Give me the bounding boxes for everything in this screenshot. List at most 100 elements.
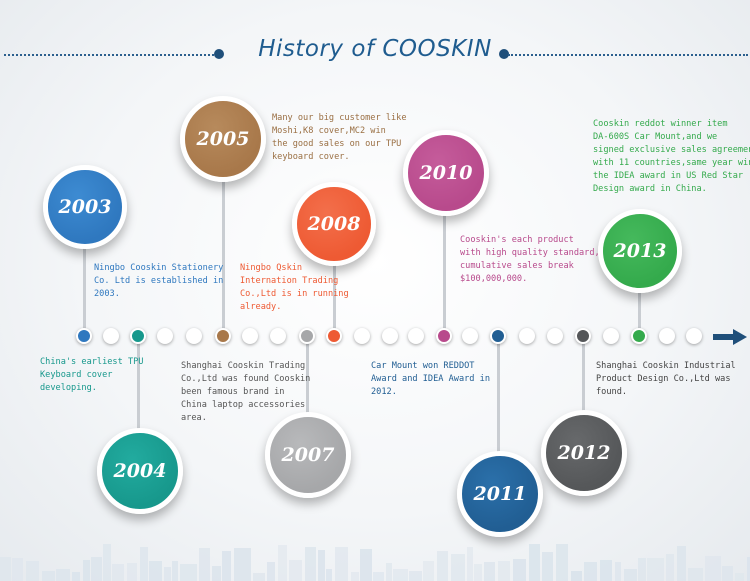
skyline-building — [747, 557, 750, 581]
timeline-dot — [519, 328, 535, 344]
stem-2013 — [638, 275, 641, 336]
skyline-building — [529, 544, 540, 581]
year-circle-2005: 2005 — [180, 96, 266, 182]
skyline-building — [688, 568, 703, 581]
year-label-2013: 2013 — [613, 240, 667, 262]
skyline-building — [484, 562, 495, 581]
milestone-text-2011: Car Mount won REDDOT Award and IDEA Awar… — [371, 361, 490, 397]
skyline-building — [180, 564, 197, 581]
timeline-dot — [103, 328, 119, 344]
timeline-dot — [157, 328, 173, 344]
skyline-building — [360, 549, 372, 581]
skyline-building — [0, 557, 11, 581]
year-circle-2003: 2003 — [43, 165, 127, 249]
skyline-building — [666, 554, 674, 581]
skyline-building — [222, 551, 231, 581]
skyline-building — [705, 556, 721, 581]
skyline-building — [212, 566, 221, 581]
skyline-building — [722, 566, 733, 581]
timeline-dot-milestone — [326, 328, 342, 344]
skyline-building — [234, 548, 251, 581]
milestone-text-2008: Ningbo Qskin Internation Trading Co.,Ltd… — [240, 263, 349, 312]
milestone-text-2013: Cooskin reddot winner item DA-600S Car M… — [593, 119, 750, 194]
skyline-building — [149, 561, 162, 581]
skyline-building — [451, 554, 465, 581]
year-label-2007: 2007 — [281, 444, 335, 466]
skyline-building — [624, 569, 637, 581]
title-rule-left — [4, 54, 218, 56]
skyline-building — [305, 547, 316, 581]
milestone-text-2005: Many our big customer like Moshi,K8 cove… — [272, 113, 407, 162]
skyline-building — [600, 560, 612, 581]
skyline-building — [164, 567, 171, 581]
skyline-building — [351, 572, 359, 581]
skyline-building — [26, 561, 39, 581]
skyline-building — [647, 558, 664, 581]
skyline-building — [638, 558, 646, 581]
arrow-right-icon — [713, 329, 747, 345]
timeline-dot — [659, 328, 675, 344]
skyline-building — [386, 563, 392, 581]
year-circle-2013: 2013 — [598, 209, 682, 293]
title-rule-left-dot — [214, 49, 224, 59]
skyline-building — [542, 552, 553, 581]
skyline-building — [373, 572, 384, 581]
skyline-building — [72, 572, 80, 581]
timeline-dot — [270, 328, 286, 344]
stem-2010 — [443, 205, 446, 336]
skyline-building — [253, 573, 265, 581]
year-circle-2012: 2012 — [541, 410, 627, 496]
title-rule-right — [508, 54, 748, 56]
skyline-building — [571, 571, 582, 581]
skyline-building — [127, 563, 137, 581]
milestone-text-2004: China's earliest TPU Keyboard cover deve… — [40, 357, 144, 393]
skyline-building — [103, 544, 111, 581]
timeline-dot — [462, 328, 478, 344]
skyline-building — [409, 571, 422, 581]
year-circle-2008: 2008 — [292, 182, 376, 266]
year-circle-2007: 2007 — [265, 412, 351, 498]
timeline-dot-milestone — [215, 328, 231, 344]
stem-2012 — [582, 336, 585, 426]
timeline-dot — [382, 328, 398, 344]
skyline-building — [12, 558, 23, 581]
timeline-dot-milestone — [130, 328, 146, 344]
skyline-building — [289, 560, 302, 581]
milestone-text-2003: Ningbo Cooskin Stationery Co. Ltd is est… — [94, 263, 224, 299]
stem-2007 — [306, 336, 309, 422]
skyline-building — [140, 547, 148, 581]
skyline-building — [513, 559, 526, 581]
timeline-dot-milestone — [631, 328, 647, 344]
milestone-text-2007: Shanghai Cooskin Trading Co.,Ltd was fou… — [181, 361, 311, 423]
stem-2003 — [83, 230, 86, 336]
timeline-dot — [408, 328, 424, 344]
skyline-building — [267, 562, 275, 581]
timeline-dot — [354, 328, 370, 344]
year-label-2008: 2008 — [307, 213, 361, 235]
skyline-building — [735, 573, 744, 581]
skyline-building — [677, 546, 686, 581]
skyline-building — [172, 561, 178, 581]
skyline-building — [584, 562, 597, 581]
skyline-building — [498, 561, 510, 581]
skyline-building — [199, 548, 210, 581]
timeline-dot — [686, 328, 702, 344]
skyline-building — [335, 547, 348, 581]
year-label-2010: 2010 — [419, 162, 473, 184]
stem-2004 — [137, 336, 140, 436]
milestone-text-2012: Shanghai Cooskin Industrial Product Desi… — [596, 361, 736, 397]
skyline-building — [556, 544, 568, 581]
timeline-dot-milestone — [76, 328, 92, 344]
year-label-2011: 2011 — [473, 483, 527, 505]
skyline-building — [467, 547, 473, 581]
skyline-building — [112, 564, 124, 581]
year-circle-2010: 2010 — [403, 130, 489, 216]
year-label-2003: 2003 — [58, 196, 112, 218]
year-label-2004: 2004 — [113, 460, 167, 482]
skyline-building — [91, 557, 102, 581]
skyline-building — [474, 564, 482, 581]
skyline-building — [423, 561, 434, 581]
skyline-building — [437, 551, 448, 581]
timeline-dot — [603, 328, 619, 344]
